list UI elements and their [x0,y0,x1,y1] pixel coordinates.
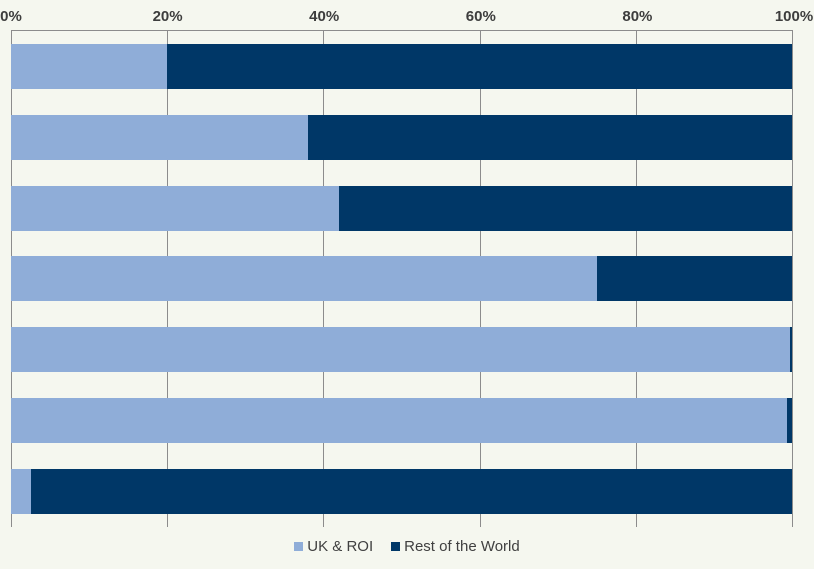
legend-swatch-uk-roi-icon [294,542,304,551]
plot-area [11,30,793,527]
x-axis: 0% 20% 40% 60% 80% 100% [0,0,813,30]
bar-segment [11,256,597,302]
x-axis-tick: 100% [774,8,814,25]
legend-item-rest-of-world: Rest of the World [391,538,520,555]
bar-row [11,173,792,244]
bar-row [11,385,792,456]
bar-row [11,31,792,102]
x-axis-tick: 20% [152,8,183,25]
bar-segment [307,114,792,160]
x-axis-tick: 0% [0,8,22,25]
x-axis-tick: 40% [309,8,340,25]
bar-segment [11,469,31,515]
stacked-bar [11,469,792,515]
x-axis-tick: 80% [622,8,653,25]
bar-row [11,456,792,527]
stacked-bar [11,43,792,89]
legend-label-rest-of-world: Rest of the World [404,538,520,555]
bar-segment [11,185,340,231]
bar-segment [11,43,168,89]
bar-segment [787,398,792,444]
stacked-bar [11,398,792,444]
bar-row [11,102,792,173]
stacked-bar [11,327,792,373]
legend-label-uk-roi: UK & ROI [307,538,374,555]
bar-segment [11,398,788,444]
legend-swatch-rest-of-world-icon [391,542,401,551]
bar-segment [167,43,792,89]
stacked-bar [11,256,792,302]
legend-item-uk-roi: UK & ROI [294,538,373,555]
bar-segment [11,114,308,160]
bar-row [11,244,792,315]
stacked-bar [11,114,792,160]
x-axis-tick: 60% [465,8,496,25]
bar-segment [30,469,792,515]
bar-segment [596,256,792,302]
bar-segment [11,327,790,373]
bar-segment [789,327,792,373]
legend: UK & ROI Rest of the World [0,538,814,555]
stacked-bar [11,185,792,231]
bar-row [11,314,792,385]
bar-segment [339,185,792,231]
